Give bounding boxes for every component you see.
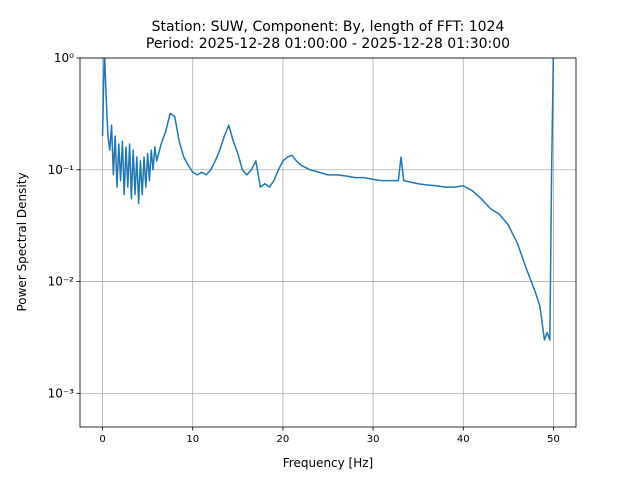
chart-subtitle: Period: 2025-12-28 01:00:00 - 2025-12-28… — [146, 36, 510, 52]
y-tick-label: 10⁻¹ — [48, 163, 75, 177]
axes-frame — [79, 57, 577, 428]
x-tick-label: 0 — [99, 434, 105, 445]
x-tick-label: 20 — [277, 434, 290, 445]
y-tick-label: 10⁻² — [48, 275, 75, 289]
y-tick-label: 10⁻³ — [48, 386, 75, 400]
grid — [80, 57, 576, 427]
plot-area — [101, 58, 555, 341]
y-axis-label: Power Spectral Density — [15, 172, 29, 311]
x-tick-label: 30 — [367, 434, 380, 445]
x-tick-label: 50 — [547, 434, 560, 445]
x-tick-label: 10 — [186, 434, 199, 445]
chart-title: Station: SUW, Component: By, length of F… — [152, 19, 505, 35]
x-axis-label: Frequency [Hz] — [283, 456, 374, 470]
series-line — [101, 58, 555, 341]
ticks: 0 10 20 30 40 50 10⁰ 10⁻¹ 10⁻² 10⁻³ — [48, 51, 560, 445]
x-tick-label: 40 — [457, 434, 470, 445]
y-tick-label: 10⁰ — [54, 51, 74, 65]
